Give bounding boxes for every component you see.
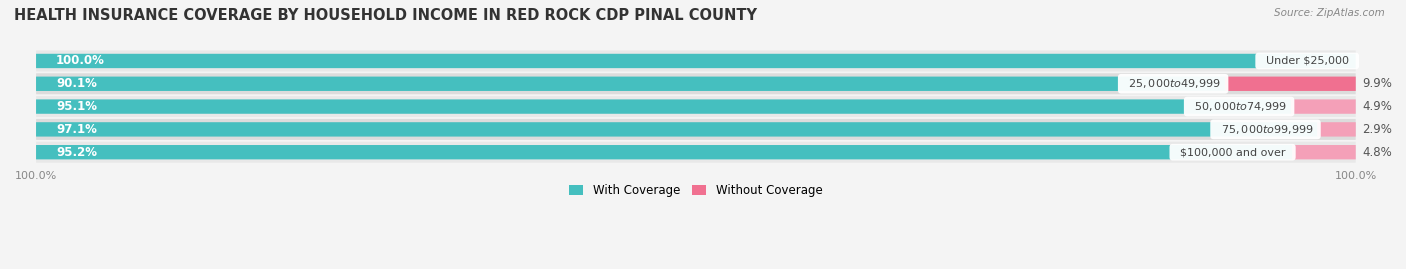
FancyBboxPatch shape: [1291, 100, 1355, 114]
Text: 9.9%: 9.9%: [1362, 77, 1392, 90]
Text: $25,000 to $49,999: $25,000 to $49,999: [1121, 77, 1225, 90]
FancyBboxPatch shape: [37, 51, 1355, 72]
Text: $75,000 to $99,999: $75,000 to $99,999: [1213, 123, 1317, 136]
FancyBboxPatch shape: [1292, 145, 1355, 160]
FancyBboxPatch shape: [1317, 122, 1355, 137]
FancyBboxPatch shape: [37, 119, 1355, 140]
FancyBboxPatch shape: [37, 100, 1291, 114]
FancyBboxPatch shape: [37, 77, 1225, 91]
Text: Under $25,000: Under $25,000: [1258, 56, 1355, 66]
FancyBboxPatch shape: [37, 96, 1355, 117]
Text: Source: ZipAtlas.com: Source: ZipAtlas.com: [1274, 8, 1385, 18]
FancyBboxPatch shape: [1225, 77, 1355, 91]
FancyBboxPatch shape: [37, 54, 1355, 68]
FancyBboxPatch shape: [37, 145, 1292, 160]
Legend: With Coverage, Without Coverage: With Coverage, Without Coverage: [565, 179, 827, 201]
Text: $50,000 to $74,999: $50,000 to $74,999: [1187, 100, 1291, 113]
Text: 95.2%: 95.2%: [56, 146, 97, 159]
Text: 95.1%: 95.1%: [56, 100, 97, 113]
Text: 2.9%: 2.9%: [1362, 123, 1392, 136]
Text: $100,000 and over: $100,000 and over: [1173, 147, 1292, 157]
Text: HEALTH INSURANCE COVERAGE BY HOUSEHOLD INCOME IN RED ROCK CDP PINAL COUNTY: HEALTH INSURANCE COVERAGE BY HOUSEHOLD I…: [14, 8, 756, 23]
Text: 90.1%: 90.1%: [56, 77, 97, 90]
FancyBboxPatch shape: [37, 122, 1317, 137]
Text: 4.9%: 4.9%: [1362, 100, 1392, 113]
Text: 97.1%: 97.1%: [56, 123, 97, 136]
Text: 100.0%: 100.0%: [56, 54, 105, 68]
FancyBboxPatch shape: [37, 142, 1355, 163]
FancyBboxPatch shape: [37, 73, 1355, 94]
Text: 4.8%: 4.8%: [1362, 146, 1392, 159]
